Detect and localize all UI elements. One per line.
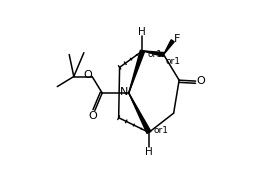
Text: O: O: [196, 76, 205, 86]
Text: O: O: [84, 70, 92, 80]
Polygon shape: [142, 51, 164, 57]
Text: or1: or1: [165, 57, 180, 66]
Text: N: N: [119, 87, 128, 97]
Polygon shape: [129, 93, 151, 133]
Polygon shape: [164, 40, 174, 54]
Text: O: O: [89, 111, 97, 121]
Text: H: H: [145, 147, 152, 157]
Text: F: F: [174, 34, 181, 44]
Text: or1: or1: [153, 126, 169, 135]
Text: or1: or1: [148, 50, 163, 59]
Polygon shape: [129, 50, 145, 93]
Text: H: H: [138, 27, 146, 37]
